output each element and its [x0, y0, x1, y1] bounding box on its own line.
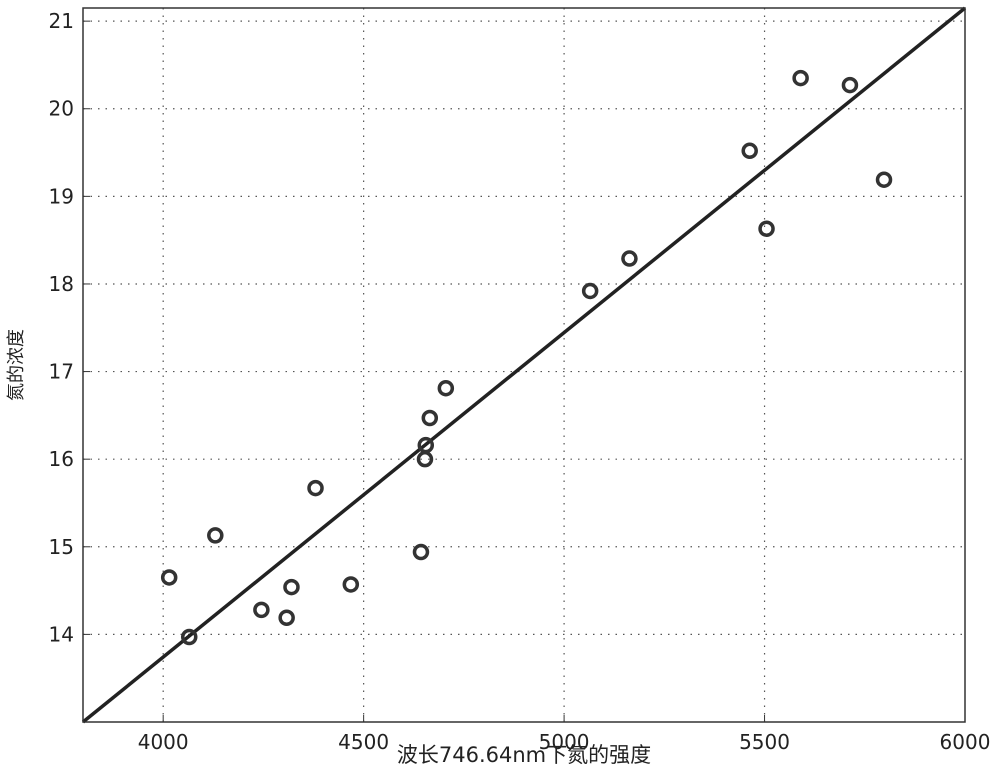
data-point — [875, 171, 893, 188]
data-point — [180, 628, 198, 646]
data-point — [421, 409, 439, 427]
y-tick-label: 21 — [49, 9, 74, 33]
x-tick-label: 4500 — [338, 730, 389, 754]
points — [160, 69, 893, 646]
data-point — [278, 609, 295, 626]
fit-line — [81, 6, 967, 724]
y-tick-label: 16 — [49, 447, 74, 471]
data-point — [160, 569, 178, 586]
data-point — [758, 220, 775, 238]
fit-line-group — [81, 6, 967, 724]
y-tick-label: 17 — [49, 360, 74, 384]
x-tick-label: 5000 — [539, 730, 590, 754]
data-point — [581, 282, 599, 300]
y-tick-label: 20 — [49, 97, 74, 121]
data-point — [741, 142, 758, 160]
y-tick-label: 15 — [49, 535, 74, 559]
y-tick-label: 14 — [49, 622, 74, 646]
data-point — [621, 250, 638, 267]
data-point — [207, 527, 224, 544]
data-point — [437, 379, 455, 397]
data-point — [342, 576, 360, 593]
grid — [83, 8, 965, 722]
y-tick-label: 18 — [49, 272, 74, 296]
data-point — [283, 578, 300, 596]
y-tick-label: 19 — [49, 184, 74, 208]
ticks: 4000 4500 5000 5500 6000 14 15 16 17 18 19 20 21 — [49, 9, 991, 754]
x-tick-label: 5500 — [739, 730, 790, 754]
x-tick-label: 6000 — [940, 730, 991, 754]
data-point — [841, 76, 859, 94]
data-point — [417, 436, 435, 454]
data-point — [307, 479, 324, 497]
x-axis-label: 波长746.64nm下氮的强度 — [397, 743, 651, 767]
x-tick-label: 4000 — [138, 730, 189, 754]
y-axis-label: 氮的浓度 — [6, 329, 27, 401]
data-point — [416, 450, 434, 468]
plot-frame — [82, 7, 966, 723]
data-point — [792, 69, 809, 87]
data-point — [412, 543, 430, 561]
data-point — [253, 601, 270, 619]
